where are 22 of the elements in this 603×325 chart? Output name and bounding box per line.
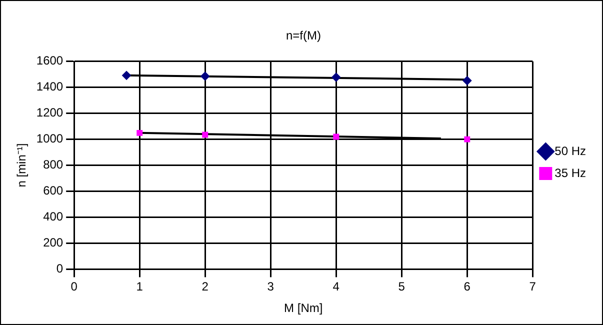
x-tick-label: 4 [332, 280, 340, 294]
x-tick-label: 1 [136, 280, 144, 294]
x-tick-label: 2 [202, 280, 209, 294]
y-tick-label: 0 [56, 262, 64, 276]
y-tick-label: 1000 [36, 132, 64, 146]
y-tick-label: 600 [43, 184, 64, 198]
x-tick-label: 0 [70, 280, 78, 294]
chart-title: n=f(M) [286, 28, 322, 43]
legend-label: 50 Hz [554, 144, 586, 158]
y-tick-label: 1200 [36, 106, 64, 120]
x-tick-label: 3 [267, 280, 274, 294]
y-tick-label: 400 [43, 210, 64, 224]
y-axis-title: n [min⁻¹] [14, 143, 29, 188]
x-tick-label: 5 [398, 280, 406, 294]
y-tick-label: 1400 [36, 80, 64, 94]
y-tick-label: 800 [43, 158, 64, 172]
y-tick-label: 200 [43, 236, 64, 250]
x-axis-title: M [Nm] [284, 301, 323, 316]
y-tick-label: 1600 [36, 54, 64, 68]
x-tick-label: 7 [529, 280, 536, 294]
x-tick-label: 6 [464, 280, 471, 294]
legend-label: 35 Hz [554, 166, 586, 180]
